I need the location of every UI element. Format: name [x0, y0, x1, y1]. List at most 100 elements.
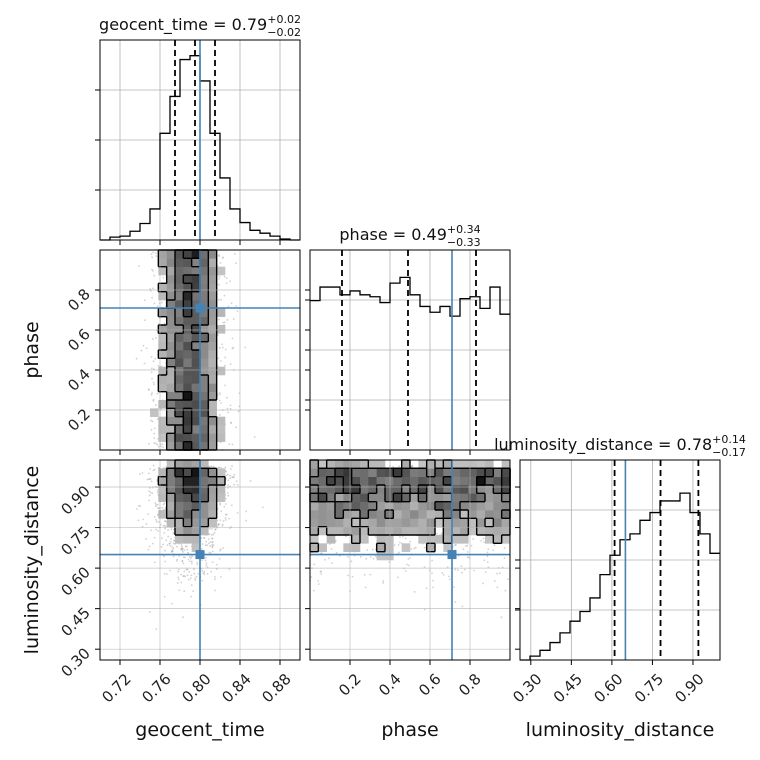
sample-point: [151, 377, 153, 380]
sample-point: [161, 506, 164, 509]
sample-point: [261, 506, 264, 509]
sample-point: [221, 524, 224, 527]
sample-point: [404, 537, 407, 540]
sample-point: [141, 472, 144, 474]
sample-point: [151, 420, 154, 423]
density-cell: [158, 383, 167, 392]
density-cell: [200, 510, 209, 519]
density-cell: [183, 416, 192, 426]
density-cell: [175, 441, 184, 451]
sample-point: [162, 276, 165, 279]
sample-point: [432, 586, 434, 589]
sample-point: [190, 562, 193, 565]
density-cell: [158, 366, 167, 376]
density-cell: [183, 425, 192, 434]
density-cell: [175, 416, 184, 426]
sample-point: [136, 508, 138, 511]
sample-point: [483, 541, 486, 544]
density-cell: [158, 485, 167, 494]
sample-point: [183, 590, 186, 593]
density-cell: [183, 460, 192, 469]
density-cell: [208, 485, 217, 494]
density-cell: [166, 375, 176, 384]
density-cell: [216, 468, 226, 477]
density-cell: [158, 425, 167, 434]
sample-point: [317, 580, 320, 582]
density-cell: [166, 416, 176, 426]
sample-point: [224, 384, 226, 387]
sample-point: [235, 262, 238, 265]
sample-point: [229, 407, 232, 410]
sample-point: [225, 396, 228, 399]
sample-point: [147, 388, 150, 391]
density-cell: [158, 493, 167, 502]
sample-point: [150, 480, 153, 483]
density-cell: [216, 425, 226, 434]
sample-point: [448, 575, 450, 578]
density-cell: [175, 383, 184, 392]
sample-point: [224, 356, 227, 359]
sample-point: [462, 548, 465, 551]
sample-point: [229, 422, 232, 424]
sample-point: [163, 572, 166, 575]
sample-point: [211, 537, 214, 540]
sample-point: [220, 298, 222, 301]
sample-point: [144, 299, 146, 302]
sample-point: [182, 556, 185, 559]
density-cell: [191, 460, 201, 469]
sample-point: [232, 346, 235, 349]
density-cell: [200, 333, 209, 342]
sample-point: [155, 252, 157, 255]
density-cell: [175, 510, 184, 519]
sample-point: [145, 537, 147, 540]
sample-point: [166, 573, 168, 575]
density-cell: [183, 275, 192, 284]
density-cell: [191, 441, 201, 451]
sample-point: [203, 537, 206, 539]
density-cell: [158, 291, 167, 301]
density-cell: [158, 400, 167, 409]
density-cell: [166, 485, 176, 494]
density-cell: [183, 535, 192, 544]
density-cell: [158, 283, 167, 292]
density-cell: [183, 408, 192, 417]
sample-point: [152, 381, 155, 384]
sample-point: [155, 520, 158, 523]
sample-point: [313, 589, 315, 592]
sample-point: [487, 548, 490, 551]
sample-point: [235, 426, 238, 429]
sample-point: [216, 563, 218, 566]
density-cell: [158, 333, 167, 342]
density-layer: [135, 249, 511, 631]
density-cell: [208, 258, 217, 267]
sample-point: [155, 628, 158, 631]
density-cell: [158, 433, 167, 442]
density-cell: [200, 485, 209, 494]
density-cell: [166, 308, 176, 317]
sample-point: [224, 519, 227, 521]
sample-point: [176, 582, 179, 585]
sample-point: [150, 529, 152, 532]
sample-point: [222, 321, 224, 324]
density-cell: [166, 383, 176, 392]
density-cell: [208, 433, 217, 442]
sample-point: [369, 556, 372, 558]
sample-point: [503, 547, 506, 549]
sample-point: [153, 432, 156, 435]
density-cell: [166, 476, 176, 486]
sample-point: [201, 548, 203, 550]
sample-point: [230, 421, 233, 424]
sample-point: [157, 529, 160, 532]
sample-point: [399, 536, 401, 538]
sample-point: [180, 544, 183, 546]
sample-point: [232, 318, 235, 320]
density-cell: [191, 493, 201, 502]
density-cell: [175, 535, 184, 544]
density-cell: [166, 425, 176, 434]
sample-point: [410, 548, 413, 550]
sample-point: [359, 555, 362, 558]
sample-point: [146, 478, 149, 481]
density-cell: [175, 425, 184, 434]
density-cell: [175, 485, 184, 494]
sample-point: [176, 559, 178, 562]
